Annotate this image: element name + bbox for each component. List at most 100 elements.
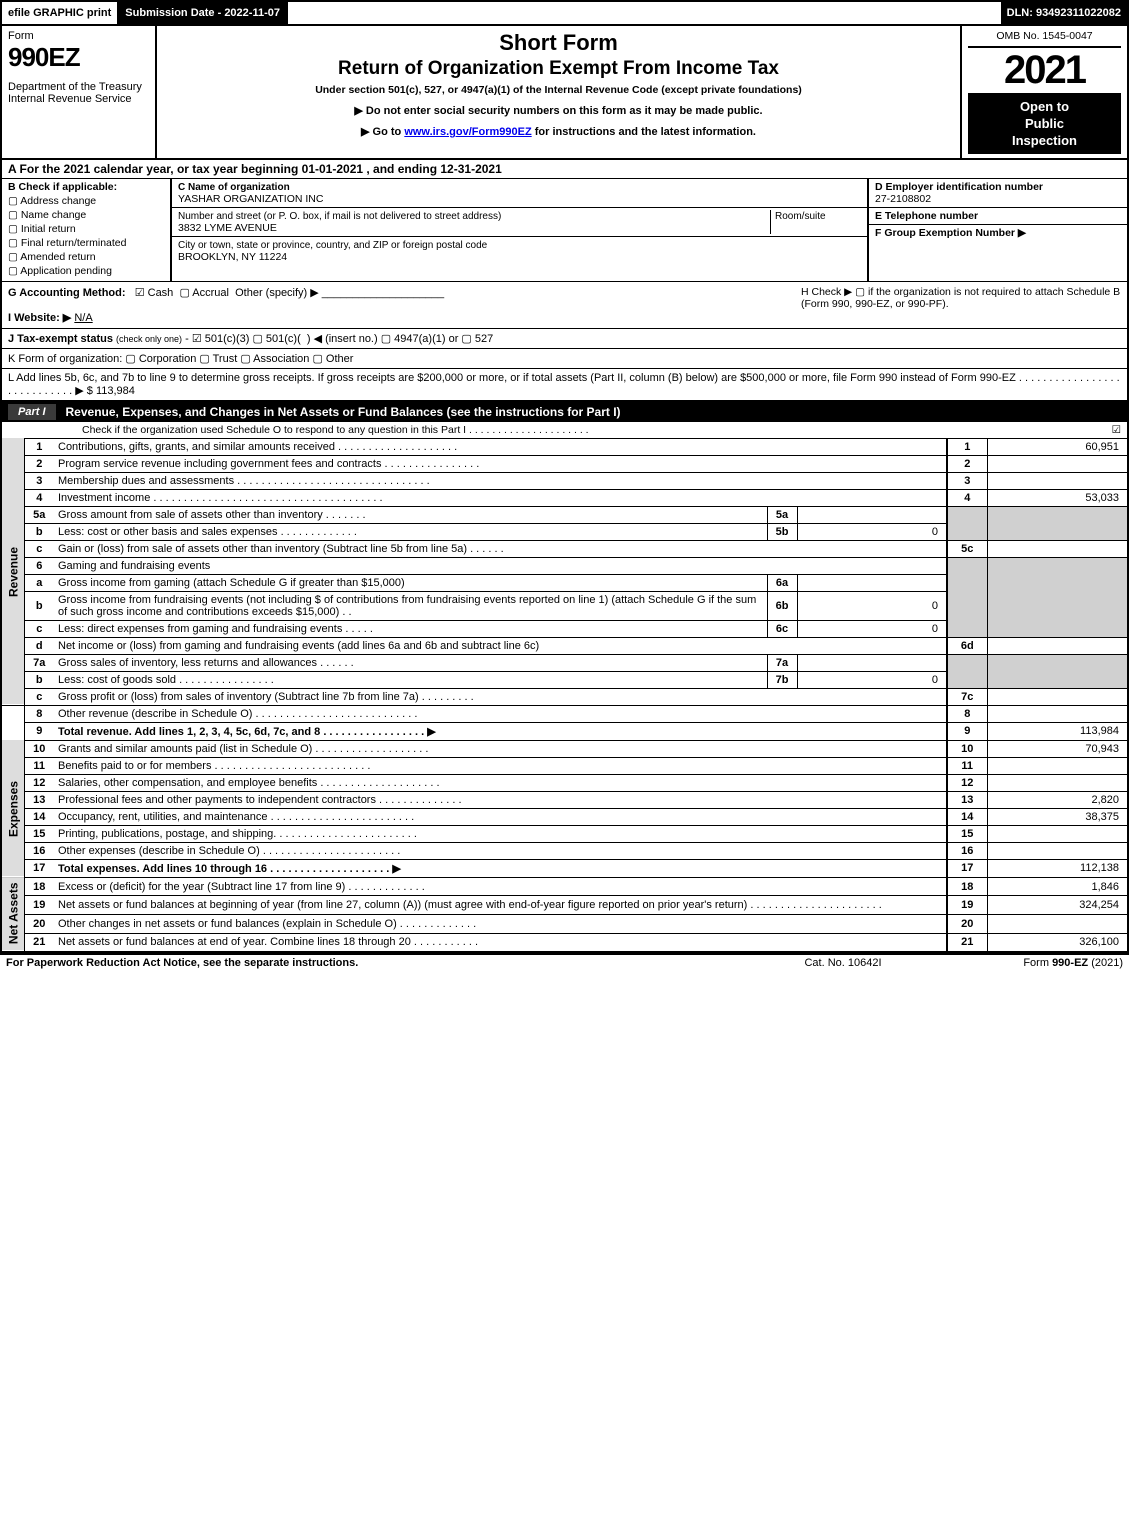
part-1-checkbox[interactable]: ☑ xyxy=(1112,424,1121,436)
box-e: E Telephone number xyxy=(869,208,1127,225)
l5a-sv xyxy=(797,506,947,523)
part-1-title: Revenue, Expenses, and Changes in Net As… xyxy=(66,405,1121,419)
l11-ln: 11 xyxy=(947,757,987,774)
l16-desc: Other expenses (describe in Schedule O) … xyxy=(54,842,947,859)
irs-link[interactable]: www.irs.gov/Form990EZ xyxy=(404,126,531,138)
l6-num: 6 xyxy=(24,557,54,574)
l13-desc: Professional fees and other payments to … xyxy=(54,791,947,808)
footer-right: Form 990-EZ (2021) xyxy=(943,957,1123,969)
chk-cash[interactable]: Cash xyxy=(135,287,174,299)
l7c-num: c xyxy=(24,688,54,705)
l11-desc: Benefits paid to or for members . . . . … xyxy=(54,757,947,774)
omb-number: OMB No. 1545-0047 xyxy=(968,30,1121,48)
l19-num: 19 xyxy=(24,896,54,915)
l6a-sub: 6a xyxy=(767,574,797,591)
chk-address-change[interactable]: Address change xyxy=(8,195,164,207)
l7c-amt xyxy=(987,688,1127,705)
row-a-tax-year: A For the 2021 calendar year, or tax yea… xyxy=(2,158,1127,178)
inspect1: Open to xyxy=(1020,99,1069,114)
l1-amt: 60,951 xyxy=(987,438,1127,455)
l12-amt xyxy=(987,774,1127,791)
l5b-num: b xyxy=(24,523,54,540)
l6-shade-amt xyxy=(987,557,1127,637)
l10-ln: 10 xyxy=(947,740,987,757)
l6b-sv: 0 xyxy=(797,591,947,620)
dln-label: DLN: 93492311022082 xyxy=(1001,2,1127,24)
street-value: 3832 LYME AVENUE xyxy=(178,222,277,234)
l5c-num: c xyxy=(24,540,54,557)
room-label: Room/suite xyxy=(775,211,826,222)
website-value: N/A xyxy=(74,312,92,324)
l6d-desc: Net income or (loss) from gaming and fun… xyxy=(54,637,947,654)
l7a-num: 7a xyxy=(24,654,54,671)
box-c: C Name of organization YASHAR ORGANIZATI… xyxy=(172,179,867,281)
l2-desc: Program service revenue including govern… xyxy=(54,455,947,472)
l7ab-shade-amt xyxy=(987,654,1127,688)
row-l-text: L Add lines 5b, 6c, and 7b to line 9 to … xyxy=(8,372,1120,397)
l8-desc: Other revenue (describe in Schedule O) .… xyxy=(54,705,947,722)
l7ab-shade xyxy=(947,654,987,688)
org-name: YASHAR ORGANIZATION INC xyxy=(178,193,323,205)
l12-desc: Salaries, other compensation, and employ… xyxy=(54,774,947,791)
l11-num: 11 xyxy=(24,757,54,774)
h-text: H Check ▶ ▢ if the organization is not r… xyxy=(801,286,1120,310)
l6-shade xyxy=(947,557,987,637)
row-j: J Tax-exempt status (check only one) - ☑… xyxy=(2,328,1127,348)
l18-ln: 18 xyxy=(947,877,987,896)
l19-amt: 324,254 xyxy=(987,896,1127,915)
l14-ln: 14 xyxy=(947,808,987,825)
footer-center: Cat. No. 10642I xyxy=(743,957,943,969)
page-footer: For Paperwork Reduction Act Notice, see … xyxy=(0,953,1129,971)
l3-ln: 3 xyxy=(947,472,987,489)
header-right: OMB No. 1545-0047 2021 Open to Public In… xyxy=(962,26,1127,158)
l6c-desc: Less: direct expenses from gaming and fu… xyxy=(54,620,767,637)
l7c-desc: Gross profit or (loss) from sales of inv… xyxy=(54,688,947,705)
side-expenses: Expenses xyxy=(2,740,24,877)
chk-name-change[interactable]: Name change xyxy=(8,209,164,221)
l21-ln: 21 xyxy=(947,933,987,951)
l7b-sv: 0 xyxy=(797,671,947,688)
chk-application-pending[interactable]: Application pending xyxy=(8,265,164,277)
l1-desc: Contributions, gifts, grants, and simila… xyxy=(54,438,947,455)
l6c-sv: 0 xyxy=(797,620,947,637)
chk-final-return[interactable]: Final return/terminated xyxy=(8,237,164,249)
l7a-sv xyxy=(797,654,947,671)
l15-desc: Printing, publications, postage, and shi… xyxy=(54,825,947,842)
topbar-spacer xyxy=(288,2,1001,24)
l7b-desc: Less: cost of goods sold . . . . . . . .… xyxy=(54,671,767,688)
l17-ln: 17 xyxy=(947,859,987,877)
l14-desc: Occupancy, rent, utilities, and maintena… xyxy=(54,808,947,825)
chk-amended-return[interactable]: Amended return xyxy=(8,251,164,263)
side-revenue: Revenue xyxy=(2,438,24,705)
top-bar: efile GRAPHIC print Submission Date - 20… xyxy=(0,0,1129,26)
l9-amt: 113,984 xyxy=(987,722,1127,740)
side-netassets: Net Assets xyxy=(2,877,24,951)
part-1-table: Revenue 1 Contributions, gifts, grants, … xyxy=(2,438,1127,952)
box-b-label: B Check if applicable: xyxy=(8,181,117,193)
l6-desc: Gaming and fundraising events xyxy=(54,557,947,574)
form-word: Form xyxy=(8,30,149,42)
l5a-num: 5a xyxy=(24,506,54,523)
chk-accrual[interactable]: Accrual xyxy=(179,287,229,299)
l5ab-shade-amt xyxy=(987,506,1127,540)
title-return: Return of Organization Exempt From Incom… xyxy=(165,58,952,80)
org-name-row: C Name of organization YASHAR ORGANIZATI… xyxy=(172,179,867,208)
part-1-header: Part I Revenue, Expenses, and Changes in… xyxy=(2,400,1127,422)
row-k: K Form of organization: ▢ Corporation ▢ … xyxy=(2,348,1127,368)
l7b-sub: 7b xyxy=(767,671,797,688)
row-l: L Add lines 5b, 6c, and 7b to line 9 to … xyxy=(2,368,1127,400)
l7b-num: b xyxy=(24,671,54,688)
l5a-desc: Gross amount from sale of assets other t… xyxy=(54,506,767,523)
l2-amt xyxy=(987,455,1127,472)
l4-amt: 53,033 xyxy=(987,489,1127,506)
l7c-ln: 7c xyxy=(947,688,987,705)
j-opts: ☑ 501(c)(3) ▢ 501(c)( ) ◀ (insert no.) ▢… xyxy=(192,333,493,345)
footer-left: For Paperwork Reduction Act Notice, see … xyxy=(6,957,743,969)
efile-label: efile GRAPHIC print xyxy=(2,2,119,24)
l16-num: 16 xyxy=(24,842,54,859)
l11-amt xyxy=(987,757,1127,774)
l10-num: 10 xyxy=(24,740,54,757)
l15-amt xyxy=(987,825,1127,842)
chk-initial-return[interactable]: Initial return xyxy=(8,223,164,235)
l4-ln: 4 xyxy=(947,489,987,506)
